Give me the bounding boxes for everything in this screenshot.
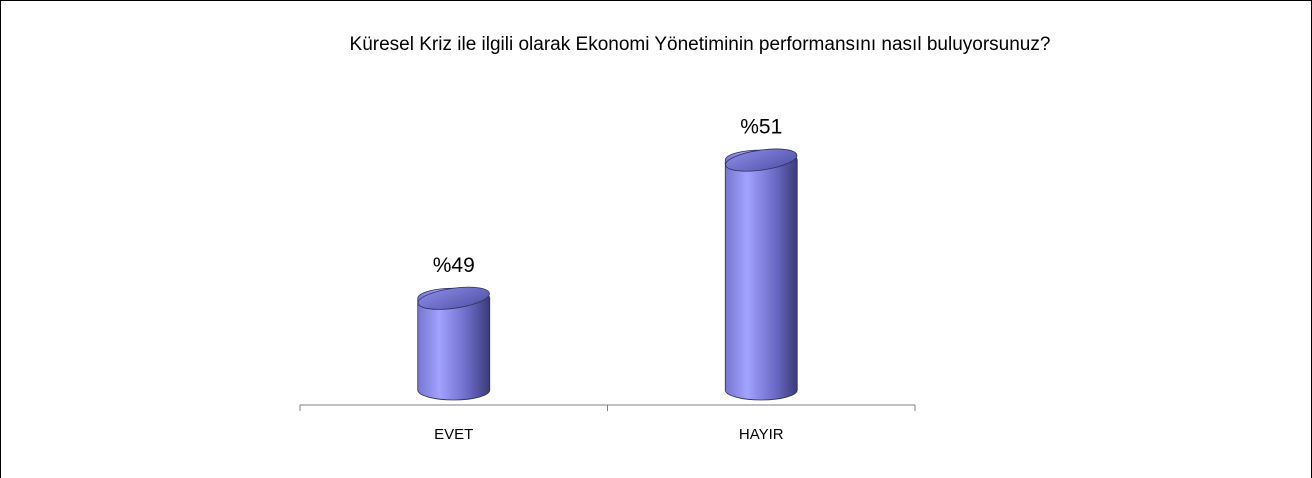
bar <box>417 287 491 401</box>
bar <box>724 149 798 401</box>
data-label: %49 <box>433 254 475 277</box>
x-tick-label: EVET <box>434 426 473 443</box>
chart-title: Küresel Kriz ile ilgili olarak Ekonomi Y… <box>350 34 1051 55</box>
bar-top <box>417 286 490 310</box>
data-label: %51 <box>740 116 782 139</box>
x-tick-label: HAYIR <box>739 426 784 443</box>
bar-top <box>725 148 798 172</box>
